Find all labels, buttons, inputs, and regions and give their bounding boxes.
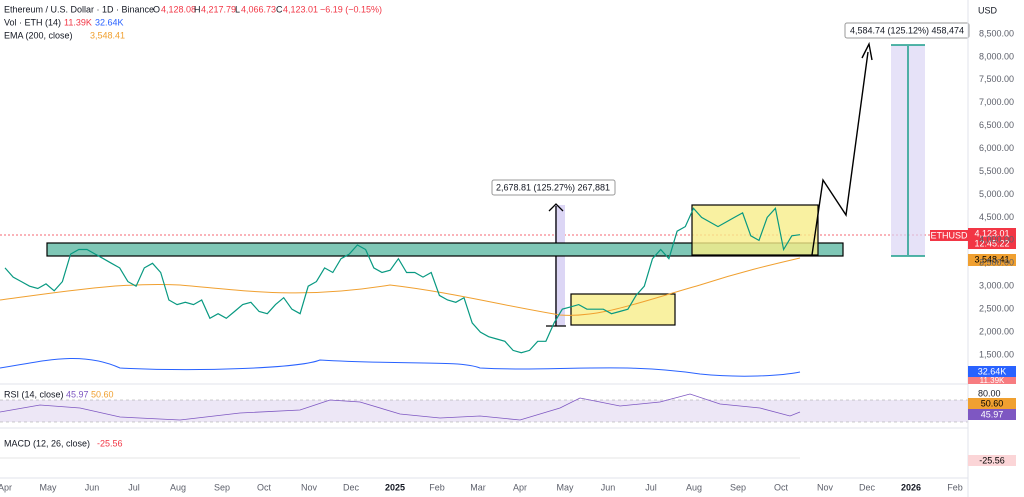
indicator-value: 3,548.41 bbox=[90, 30, 125, 40]
price-label: 5,500.00 bbox=[979, 166, 1014, 176]
price-label: 4,000.00 bbox=[979, 235, 1014, 245]
projection-path bbox=[811, 51, 869, 256]
measure-label-box bbox=[844, 22, 970, 39]
price-label: 3,000.00 bbox=[979, 281, 1014, 291]
price-label: 7,000.00 bbox=[979, 97, 1014, 107]
price-label: 1,500.00 bbox=[979, 349, 1014, 359]
rsi-line bbox=[0, 393, 801, 421]
price-label: 8,000.00 bbox=[979, 51, 1014, 61]
price-label: 7,500.00 bbox=[979, 74, 1014, 84]
rsi-ma-badge-text: 50.60 bbox=[981, 398, 1004, 408]
arrow-head bbox=[548, 203, 564, 212]
rsi-badge bbox=[968, 409, 1016, 420]
range-box bbox=[691, 204, 819, 256]
symbol-badge-text: ETHUSD bbox=[930, 230, 968, 240]
price-label: 2,500.00 bbox=[979, 304, 1014, 314]
time-label: 2026 bbox=[901, 482, 921, 492]
rsi-badge-text: 45.97 bbox=[981, 409, 1004, 419]
indicator-value: -25.56 bbox=[97, 438, 123, 448]
time-label: May bbox=[556, 482, 574, 492]
indicator-value: 11.39K bbox=[64, 17, 92, 27]
indicator-label: EMA (200, close) bbox=[4, 30, 73, 40]
time-label: 2025 bbox=[385, 482, 405, 492]
ohlc-value: 4,217.79 bbox=[201, 4, 236, 14]
time-label: Apr bbox=[513, 482, 527, 492]
symbol-badge bbox=[930, 230, 968, 241]
countdown: 12:45:22 bbox=[974, 238, 1009, 248]
volume-badge-text: 11.39K bbox=[980, 376, 1005, 385]
currency: USD bbox=[978, 5, 998, 15]
price-label: 5,000.00 bbox=[979, 189, 1014, 199]
arrow-head bbox=[861, 41, 873, 61]
macd-badge bbox=[968, 455, 1016, 466]
time-label: Oct bbox=[774, 482, 789, 492]
rsi-axis-label: 80.00 bbox=[978, 388, 1001, 398]
change: −6.19 (−0.15%) bbox=[320, 4, 382, 14]
time-label: Feb bbox=[947, 482, 963, 492]
rsi-ma-badge bbox=[968, 398, 1016, 409]
measure-label: 2,678.81 (125.27%) 267,881 bbox=[496, 182, 610, 192]
symbol: Ethereum / U.S. Dollar · 1D · Binance bbox=[4, 4, 154, 14]
indicator-value: 45.97 bbox=[66, 389, 89, 399]
time-label: Jun bbox=[601, 482, 616, 492]
measure-area bbox=[555, 205, 565, 326]
time-label: Sep bbox=[730, 482, 746, 492]
price-label: 6,500.00 bbox=[979, 120, 1014, 130]
ohlc-label: L bbox=[235, 4, 240, 14]
time-label: Oct bbox=[257, 482, 272, 492]
ema-badge-text: 3,548.41 bbox=[974, 254, 1009, 264]
time-label: Nov bbox=[817, 482, 834, 492]
time-label: Nov bbox=[301, 482, 318, 492]
time-label: Jun bbox=[85, 482, 100, 492]
ohlc-value: 4,123.01 bbox=[283, 4, 318, 14]
time-label: May bbox=[39, 482, 57, 492]
ohlc-value: 4,066.73 bbox=[241, 4, 276, 14]
volume-ma bbox=[0, 358, 801, 377]
time-label: Aug bbox=[170, 482, 186, 492]
ema-badge bbox=[968, 254, 1016, 266]
price-label: 2,000.00 bbox=[979, 326, 1014, 336]
time-label: Apr bbox=[0, 482, 12, 492]
price-label: 4,500.00 bbox=[979, 212, 1014, 222]
time-label: Feb bbox=[429, 482, 445, 492]
time-label: Jul bbox=[645, 482, 657, 492]
ohlc-label: H bbox=[194, 4, 201, 14]
volume-badge bbox=[968, 377, 1016, 384]
indicator-label: Vol · ETH (14) bbox=[4, 17, 61, 27]
macd-badge-text: -25.56 bbox=[979, 455, 1005, 465]
time-label: Mar bbox=[470, 482, 486, 492]
time-label: Dec bbox=[859, 482, 876, 492]
ema-line bbox=[0, 257, 801, 316]
support-zone bbox=[46, 242, 844, 257]
price-badge bbox=[968, 228, 1016, 249]
price-label: 6,000.00 bbox=[979, 143, 1014, 153]
measure-label-box bbox=[491, 179, 616, 196]
time-label: Aug bbox=[686, 482, 702, 492]
price-line bbox=[4, 207, 801, 354]
measure-label: 4,584.74 (125.12%) 458,474 bbox=[850, 25, 964, 35]
indicator-value: 50.60 bbox=[91, 389, 114, 399]
price-badge-text: 4,123.01 bbox=[974, 228, 1009, 238]
ohlc-value: 4,128.08 bbox=[161, 4, 196, 14]
time-label: Sep bbox=[214, 482, 230, 492]
price-label: 3,500.00 bbox=[979, 258, 1014, 268]
volume-ma-badge-text: 32.64K bbox=[978, 366, 1007, 376]
time-label: Jul bbox=[128, 482, 140, 492]
time-label: Dec bbox=[343, 482, 360, 492]
rsi-band bbox=[0, 400, 968, 422]
price-label: 8,500.00 bbox=[979, 28, 1014, 38]
ohlc-label: O bbox=[153, 4, 160, 14]
indicator-label: MACD (12, 26, close) bbox=[4, 438, 90, 448]
indicator-value: 32.64K bbox=[95, 17, 124, 27]
volume-ma-badge bbox=[968, 366, 1016, 377]
indicator-label: RSI (14, close) bbox=[4, 389, 64, 399]
ohlc-label: C bbox=[276, 4, 283, 14]
